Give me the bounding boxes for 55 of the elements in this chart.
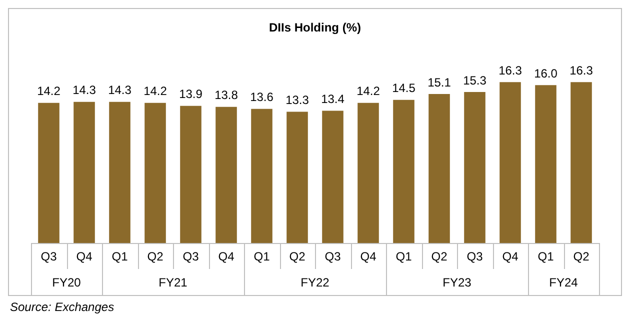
data-label: 14.5 bbox=[392, 81, 416, 96]
x-tick-label: Q4 bbox=[76, 249, 93, 264]
data-label: 16.3 bbox=[570, 63, 594, 78]
data-label: 13.3 bbox=[286, 93, 310, 108]
bar bbox=[500, 82, 521, 243]
x-tick-label: Q4 bbox=[360, 249, 377, 264]
text: FY22 bbox=[300, 275, 330, 290]
data-label: 15.3 bbox=[463, 73, 487, 88]
data-label: 16.0 bbox=[534, 66, 558, 80]
bar bbox=[535, 85, 556, 243]
data-label: 13.4 bbox=[321, 92, 345, 106]
x-tick-label: Q4 bbox=[502, 249, 519, 264]
bar bbox=[180, 106, 202, 243]
x-tick-label: Q3 bbox=[182, 249, 200, 264]
bar bbox=[251, 108, 272, 243]
bar bbox=[286, 112, 308, 243]
data-label: 14.2 bbox=[356, 84, 380, 98]
x-tick-label: Q2 bbox=[147, 249, 164, 264]
x-tick-label: Q1 bbox=[538, 249, 554, 264]
x-tick-label: Q2 bbox=[573, 249, 590, 264]
x-tick-label: Q3 bbox=[466, 249, 484, 264]
bar bbox=[570, 82, 592, 243]
data-label: 14.3 bbox=[72, 83, 96, 98]
text: FY20 bbox=[52, 275, 82, 290]
bar bbox=[428, 94, 450, 243]
data-label: 14.2 bbox=[37, 84, 61, 98]
data-label: 13.6 bbox=[250, 90, 274, 104]
x-tick-label: Q2 bbox=[289, 249, 306, 264]
x-tick-label: Q1 bbox=[112, 249, 128, 264]
text: FY23 bbox=[442, 275, 472, 290]
x-tick-label: Q3 bbox=[324, 249, 342, 264]
data-label: 14.2 bbox=[144, 84, 168, 98]
bar bbox=[74, 102, 95, 243]
data-label: 16.3 bbox=[498, 63, 522, 78]
bar bbox=[393, 100, 414, 243]
bar bbox=[464, 92, 486, 243]
bar bbox=[358, 102, 379, 243]
text: FY24 bbox=[549, 275, 578, 290]
bar bbox=[322, 110, 344, 243]
bar bbox=[144, 102, 166, 243]
data-label: 13.9 bbox=[179, 87, 203, 102]
bar bbox=[216, 106, 237, 243]
chart-title: DIIs Holding (%) bbox=[269, 20, 361, 35]
x-tick-label: Q1 bbox=[254, 249, 270, 264]
x-tick-label: Q1 bbox=[396, 249, 412, 264]
bar bbox=[38, 102, 60, 243]
source-note: Source: Exchanges bbox=[10, 300, 114, 314]
x-tick-label: Q4 bbox=[218, 249, 235, 264]
bar bbox=[109, 102, 130, 243]
text: FY21 bbox=[158, 275, 188, 290]
x-tick-label: Q3 bbox=[40, 249, 58, 264]
data-label: 15.1 bbox=[428, 75, 452, 90]
data-label: 14.3 bbox=[108, 83, 132, 98]
data-label: 13.8 bbox=[214, 88, 238, 102]
x-tick-label: Q2 bbox=[431, 249, 448, 264]
